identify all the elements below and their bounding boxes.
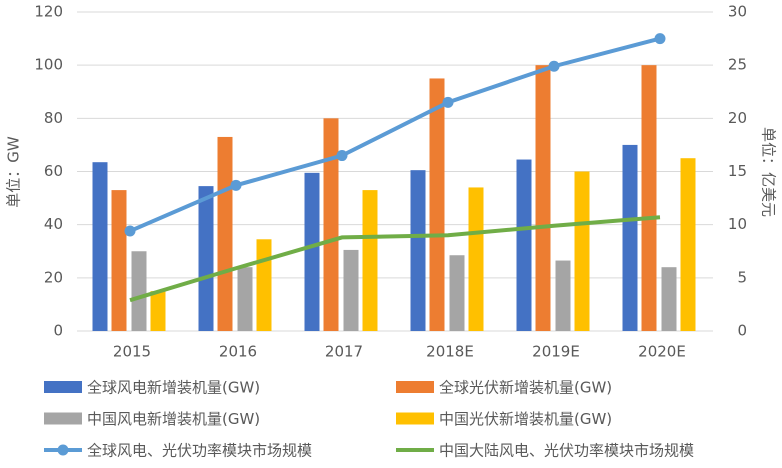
- line-marker: [548, 60, 560, 72]
- y-tick-label: 60: [44, 162, 63, 180]
- bar: [256, 239, 272, 331]
- y2-tick-label: 10: [728, 215, 747, 233]
- legend-label: 中国光伏新增装机量(GW): [439, 410, 612, 428]
- y2-tick-label: 5: [737, 268, 747, 286]
- legend-swatch: [44, 381, 82, 393]
- legend-label: 全球风电新增装机量(GW): [87, 379, 260, 397]
- bar: [468, 187, 484, 331]
- line: [129, 36, 661, 233]
- y-tick-label: 100: [34, 56, 63, 74]
- bar: [131, 251, 147, 331]
- bar: [641, 65, 657, 332]
- y-tick-label: 120: [34, 3, 63, 21]
- bar: [150, 291, 166, 331]
- x-tick-label: 2017: [325, 343, 363, 361]
- y-axis-title: 单位：GW: [5, 136, 23, 208]
- line: [129, 215, 661, 303]
- bar: [410, 170, 426, 331]
- bar: [237, 267, 253, 331]
- line-marker: [336, 150, 348, 162]
- line-marker: [442, 96, 454, 108]
- y-tick-label: 40: [44, 215, 63, 233]
- line-marker: [230, 179, 242, 191]
- legend-label: 全球风电、光伏功率模块市场规模: [87, 442, 312, 460]
- bar: [111, 190, 127, 331]
- bar: [362, 190, 378, 331]
- legend-label: 中国大陆风电、光伏功率模块市场规模: [439, 442, 694, 460]
- bar: [449, 255, 465, 331]
- x-tick-label: 2018E: [426, 343, 474, 361]
- y-tick-label: 80: [44, 109, 63, 127]
- y2-tick-label: 20: [728, 109, 747, 127]
- bar: [555, 260, 571, 331]
- line-marker: [124, 225, 136, 237]
- line-marker: [654, 33, 666, 45]
- bar: [323, 118, 339, 331]
- y2-tick-label: 15: [728, 162, 747, 180]
- y2-tick-label: 0: [737, 322, 747, 340]
- bar: [429, 78, 445, 331]
- bar: [680, 158, 696, 331]
- bar: [574, 171, 590, 331]
- legend-label: 中国风电新增装机量(GW): [87, 410, 260, 428]
- x-tick-label: 2020E: [638, 343, 686, 361]
- bar: [217, 136, 233, 331]
- x-tick-label: 2019E: [532, 343, 580, 361]
- y2-axis-title: 单位：亿美元: [760, 127, 778, 217]
- legend-marker: [57, 444, 69, 456]
- bar: [661, 267, 677, 331]
- legend-swatch: [396, 381, 434, 393]
- bar: [304, 172, 320, 331]
- y2-tick-label: 25: [728, 56, 747, 74]
- legend-swatch: [44, 412, 82, 425]
- bar: [622, 144, 638, 331]
- legend-swatch: [396, 412, 434, 425]
- bar: [535, 65, 551, 332]
- y2-tick-label: 30: [728, 3, 747, 21]
- x-tick-label: 2016: [219, 343, 257, 361]
- legend-label: 全球光伏新增装机量(GW): [439, 379, 612, 397]
- bar: [198, 186, 214, 331]
- y-tick-label: 20: [44, 268, 63, 286]
- bar: [92, 162, 108, 331]
- y-tick-label: 0: [53, 322, 63, 340]
- bar: [516, 159, 532, 331]
- x-tick-label: 2015: [113, 343, 151, 361]
- bar: [343, 249, 359, 331]
